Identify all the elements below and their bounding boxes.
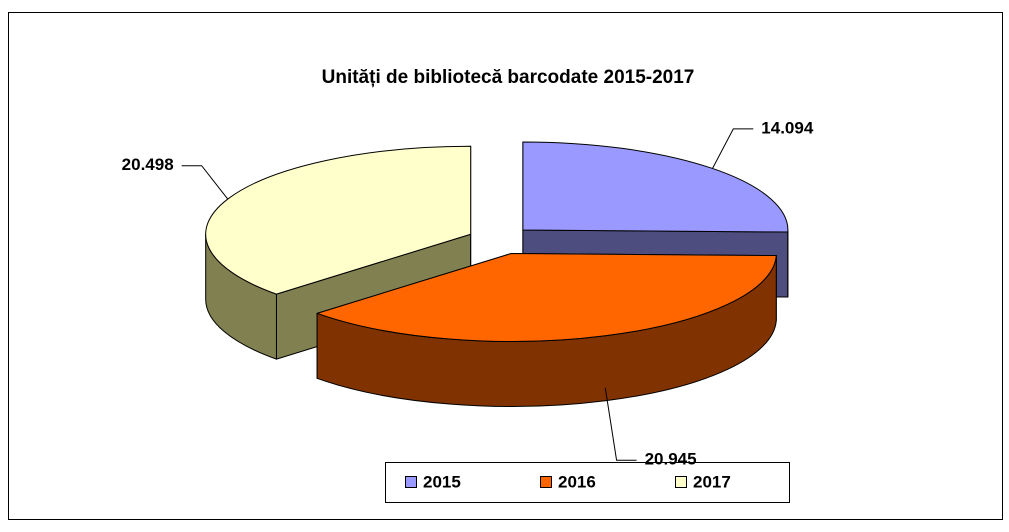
legend-label: 2016	[558, 472, 596, 491]
legend-label: 2017	[693, 472, 731, 491]
data-label: 14.094	[761, 118, 814, 137]
data-label: 20.498	[122, 155, 174, 174]
legend-swatch	[406, 477, 417, 488]
legend-swatch	[676, 477, 687, 488]
chart-title: Unități de bibliotecă barcodate 2015-201…	[322, 67, 695, 88]
legend-swatch	[541, 477, 552, 488]
data-label: 20.945	[645, 450, 697, 469]
legend-label: 2015	[423, 472, 461, 491]
